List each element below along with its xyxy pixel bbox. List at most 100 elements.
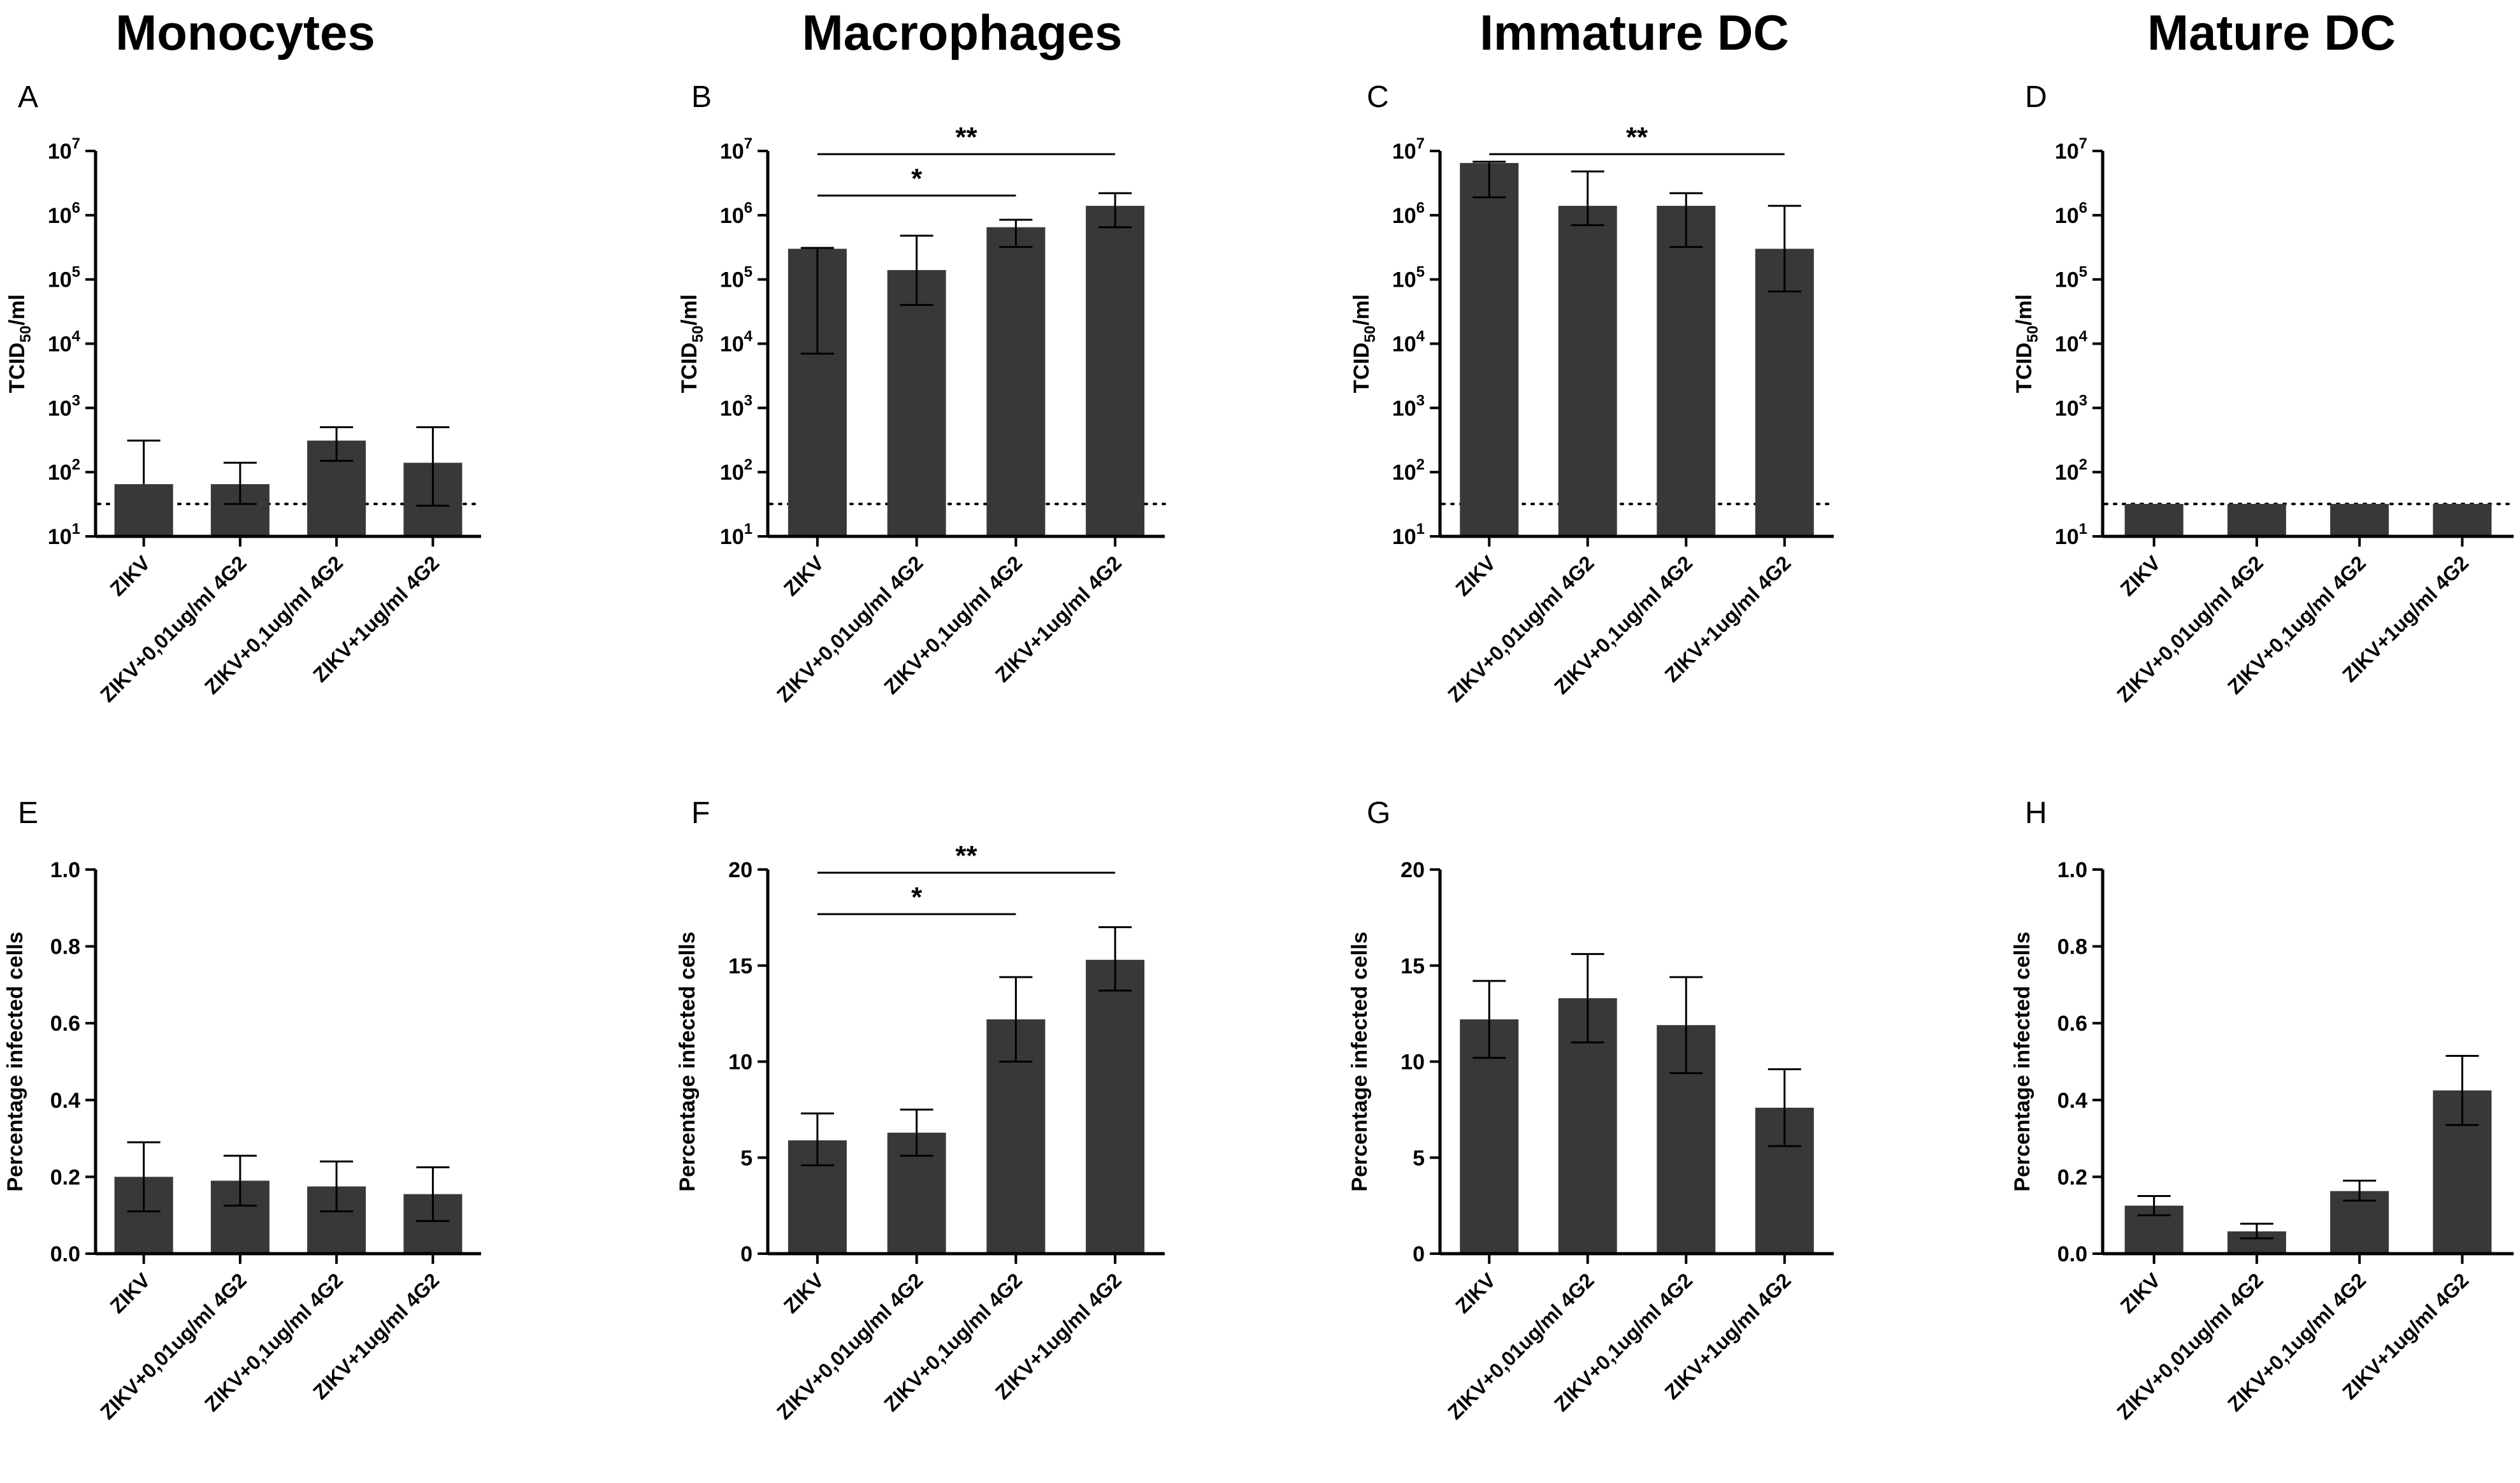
y-tick-label: 0.0 bbox=[50, 1242, 80, 1266]
y-tick-exponent: 4 bbox=[744, 328, 753, 345]
y-tick-label: 105 bbox=[720, 264, 752, 292]
y-axis-label: TCID50/ml bbox=[5, 294, 34, 393]
y-tick-label: 0.0 bbox=[2057, 1242, 2087, 1266]
y-tick-label: 20 bbox=[728, 858, 752, 882]
y-tick-base: 10 bbox=[1392, 333, 1416, 357]
y-tick-base: 10 bbox=[48, 140, 72, 164]
y-tick-exponent: 7 bbox=[1416, 135, 1425, 152]
y-tick-base: 10 bbox=[2055, 204, 2079, 228]
y-tick-label: 101 bbox=[48, 520, 80, 549]
y-axis-label-subscript: 50 bbox=[2024, 326, 2041, 343]
y-tick-label: 107 bbox=[2055, 135, 2087, 164]
y-tick-base: 10 bbox=[48, 268, 72, 292]
y-tick-exponent: 6 bbox=[1416, 199, 1425, 217]
y-axis-label-suffix: /ml bbox=[1350, 294, 1374, 326]
y-tick-base: 10 bbox=[1392, 525, 1416, 549]
y-tick-exponent: 7 bbox=[2079, 135, 2087, 152]
y-tick-label: 15 bbox=[728, 954, 752, 978]
y-axis-label: Percentage infected cells bbox=[675, 931, 700, 1191]
y-axis-label-suffix: /ml bbox=[677, 294, 702, 326]
y-tick-label: 0.8 bbox=[2057, 935, 2087, 959]
y-tick-base: 10 bbox=[48, 525, 72, 549]
y-tick-label: 104 bbox=[720, 328, 753, 357]
y-tick-base: 10 bbox=[720, 525, 744, 549]
y-tick-label: 105 bbox=[1392, 264, 1425, 292]
bar bbox=[986, 227, 1046, 536]
y-tick-label: 106 bbox=[1392, 199, 1425, 228]
y-tick-label: 102 bbox=[48, 456, 80, 485]
panel-letter: D bbox=[2025, 80, 2047, 114]
y-axis-label: TCID50/ml bbox=[677, 294, 707, 393]
y-axis-label: TCID50/ml bbox=[2012, 294, 2041, 393]
column-title-immature-dc: Immature DC bbox=[1480, 4, 1789, 61]
y-tick-exponent: 6 bbox=[2079, 199, 2087, 217]
panel-letter: G bbox=[1367, 796, 1390, 830]
y-tick-base: 10 bbox=[1392, 268, 1416, 292]
column-title-macrophages: Macrophages bbox=[802, 4, 1123, 61]
bar bbox=[1657, 206, 1716, 536]
bar bbox=[1460, 162, 1519, 536]
y-tick-exponent: 2 bbox=[744, 456, 752, 473]
y-tick-label: 5 bbox=[1413, 1146, 1425, 1170]
y-tick-label: 15 bbox=[1400, 954, 1425, 978]
y-tick-label: 1.0 bbox=[50, 858, 80, 882]
y-tick-exponent: 5 bbox=[2079, 264, 2087, 281]
y-axis-label-suffix: /ml bbox=[5, 294, 29, 326]
y-tick-base: 10 bbox=[48, 396, 72, 420]
y-tick-label: 0.4 bbox=[2057, 1089, 2087, 1113]
y-tick-label: 105 bbox=[2055, 264, 2087, 292]
y-tick-exponent: 5 bbox=[72, 264, 80, 281]
y-tick-label: 103 bbox=[720, 392, 752, 420]
y-tick-base: 10 bbox=[720, 333, 744, 357]
significance-label: * bbox=[911, 882, 923, 913]
panel-letter: F bbox=[691, 796, 710, 830]
y-tick-label: 0.2 bbox=[50, 1165, 80, 1189]
y-tick-exponent: 3 bbox=[72, 392, 80, 409]
y-axis-label: Percentage infected cells bbox=[3, 931, 27, 1191]
y-tick-base: 10 bbox=[2055, 461, 2079, 485]
y-tick-base: 10 bbox=[720, 140, 744, 164]
y-tick-exponent: 3 bbox=[1416, 392, 1425, 409]
bar bbox=[887, 269, 946, 536]
panel-letter: B bbox=[691, 80, 712, 114]
y-tick-label: 102 bbox=[720, 456, 752, 485]
y-tick-exponent: 7 bbox=[744, 135, 752, 152]
panel-letter: H bbox=[2025, 796, 2047, 830]
bar bbox=[2330, 504, 2389, 536]
y-tick-base: 10 bbox=[1392, 140, 1416, 164]
significance-label: ** bbox=[1626, 122, 1648, 153]
y-tick-base: 10 bbox=[48, 333, 72, 357]
y-tick-label: 0.4 bbox=[50, 1089, 80, 1113]
y-tick-base: 10 bbox=[48, 461, 72, 485]
y-axis-label-main: TCID bbox=[5, 343, 29, 393]
y-axis-label: Percentage infected cells bbox=[1348, 931, 1372, 1191]
y-tick-label: 0.6 bbox=[2057, 1012, 2087, 1036]
y-tick-label: 104 bbox=[48, 328, 81, 357]
y-tick-base: 10 bbox=[720, 396, 744, 420]
y-tick-base: 10 bbox=[2055, 333, 2079, 357]
y-tick-exponent: 5 bbox=[1416, 264, 1425, 281]
y-tick-label: 106 bbox=[720, 199, 752, 228]
y-tick-label: 101 bbox=[1392, 520, 1425, 549]
y-tick-label: 107 bbox=[48, 135, 80, 164]
bar bbox=[1755, 248, 1814, 536]
y-tick-exponent: 4 bbox=[1416, 328, 1425, 345]
y-tick-label: 0.8 bbox=[50, 935, 80, 959]
y-tick-exponent: 3 bbox=[2079, 392, 2087, 409]
y-tick-label: 101 bbox=[2055, 520, 2087, 549]
bar bbox=[1086, 206, 1145, 536]
y-tick-exponent: 7 bbox=[72, 135, 80, 152]
y-tick-base: 10 bbox=[1392, 461, 1416, 485]
y-tick-exponent: 1 bbox=[744, 520, 752, 538]
significance-label: * bbox=[911, 163, 923, 194]
y-tick-label: 102 bbox=[2055, 456, 2087, 485]
y-tick-base: 10 bbox=[2055, 140, 2079, 164]
y-tick-base: 10 bbox=[1392, 396, 1416, 420]
y-axis-label-subscript: 50 bbox=[689, 326, 707, 343]
y-tick-label: 102 bbox=[1392, 456, 1425, 485]
y-tick-exponent: 2 bbox=[72, 456, 80, 473]
y-tick-label: 103 bbox=[1392, 392, 1425, 420]
bar bbox=[2227, 504, 2286, 536]
y-tick-label: 103 bbox=[48, 392, 80, 420]
